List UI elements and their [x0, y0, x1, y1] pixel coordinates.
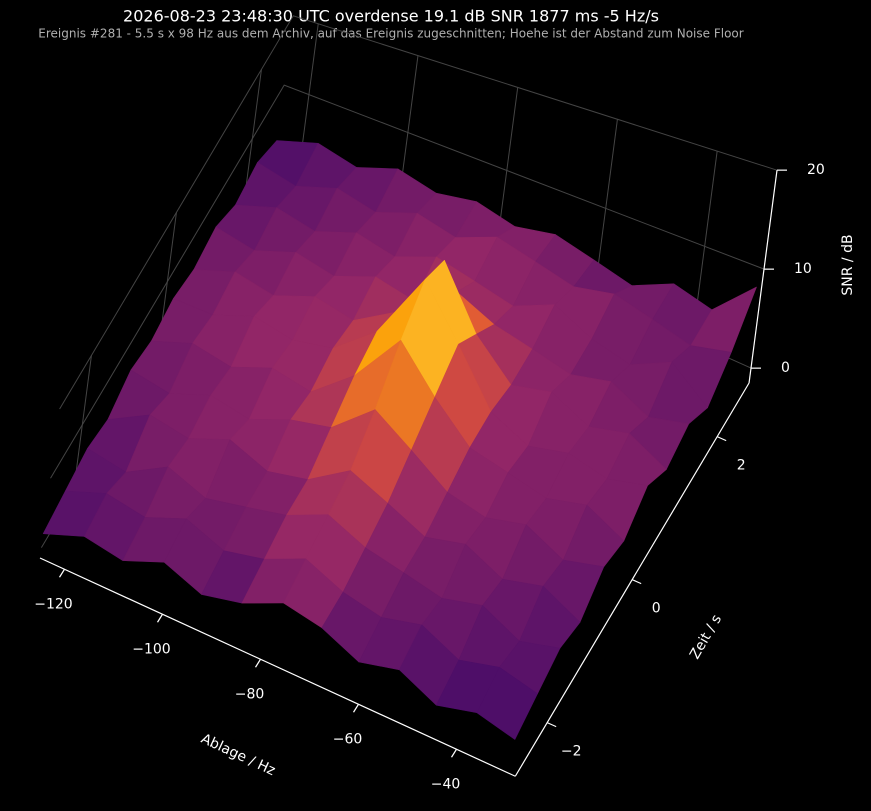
x-tick [254, 658, 262, 668]
y-tick [631, 579, 642, 585]
y-tick-label: 2 [737, 458, 746, 474]
z-tick-label: 10 [794, 261, 812, 277]
chart-title: 2026-08-23 23:48:30 UTC overdense 19.1 d… [123, 7, 659, 26]
x-tick-label: −120 [34, 596, 72, 612]
x-tick [352, 703, 360, 713]
x-tick-label: −60 [333, 731, 363, 747]
grid-line [50, 84, 765, 479]
grid-line [59, 15, 778, 410]
x-tick-label: −80 [235, 686, 265, 702]
x-tick-label: −40 [431, 776, 461, 792]
z-tick-label: 20 [807, 162, 825, 178]
surface-patch [476, 666, 538, 740]
z-tick-label: 0 [781, 360, 790, 376]
chart-subtitle: Ereignis #281 - 5.5 s x 98 Hz aus dem Ar… [38, 27, 743, 41]
x-axis [39, 557, 516, 777]
y-tick-label: −2 [561, 744, 582, 760]
x-tick [58, 568, 66, 578]
surface [42, 140, 757, 740]
y-tick [716, 436, 727, 442]
y-tick [546, 722, 557, 728]
x-tick-label: −100 [132, 641, 170, 657]
x-tick [450, 748, 458, 758]
x-tick [156, 613, 164, 623]
x-axis-label: Ablage / Hz [198, 731, 277, 779]
y-axis-label: Zeit / s [687, 612, 725, 662]
z-axis [748, 170, 778, 384]
y-tick-label: 0 [652, 601, 661, 617]
z-axis-label: SNR / dB [840, 234, 856, 295]
